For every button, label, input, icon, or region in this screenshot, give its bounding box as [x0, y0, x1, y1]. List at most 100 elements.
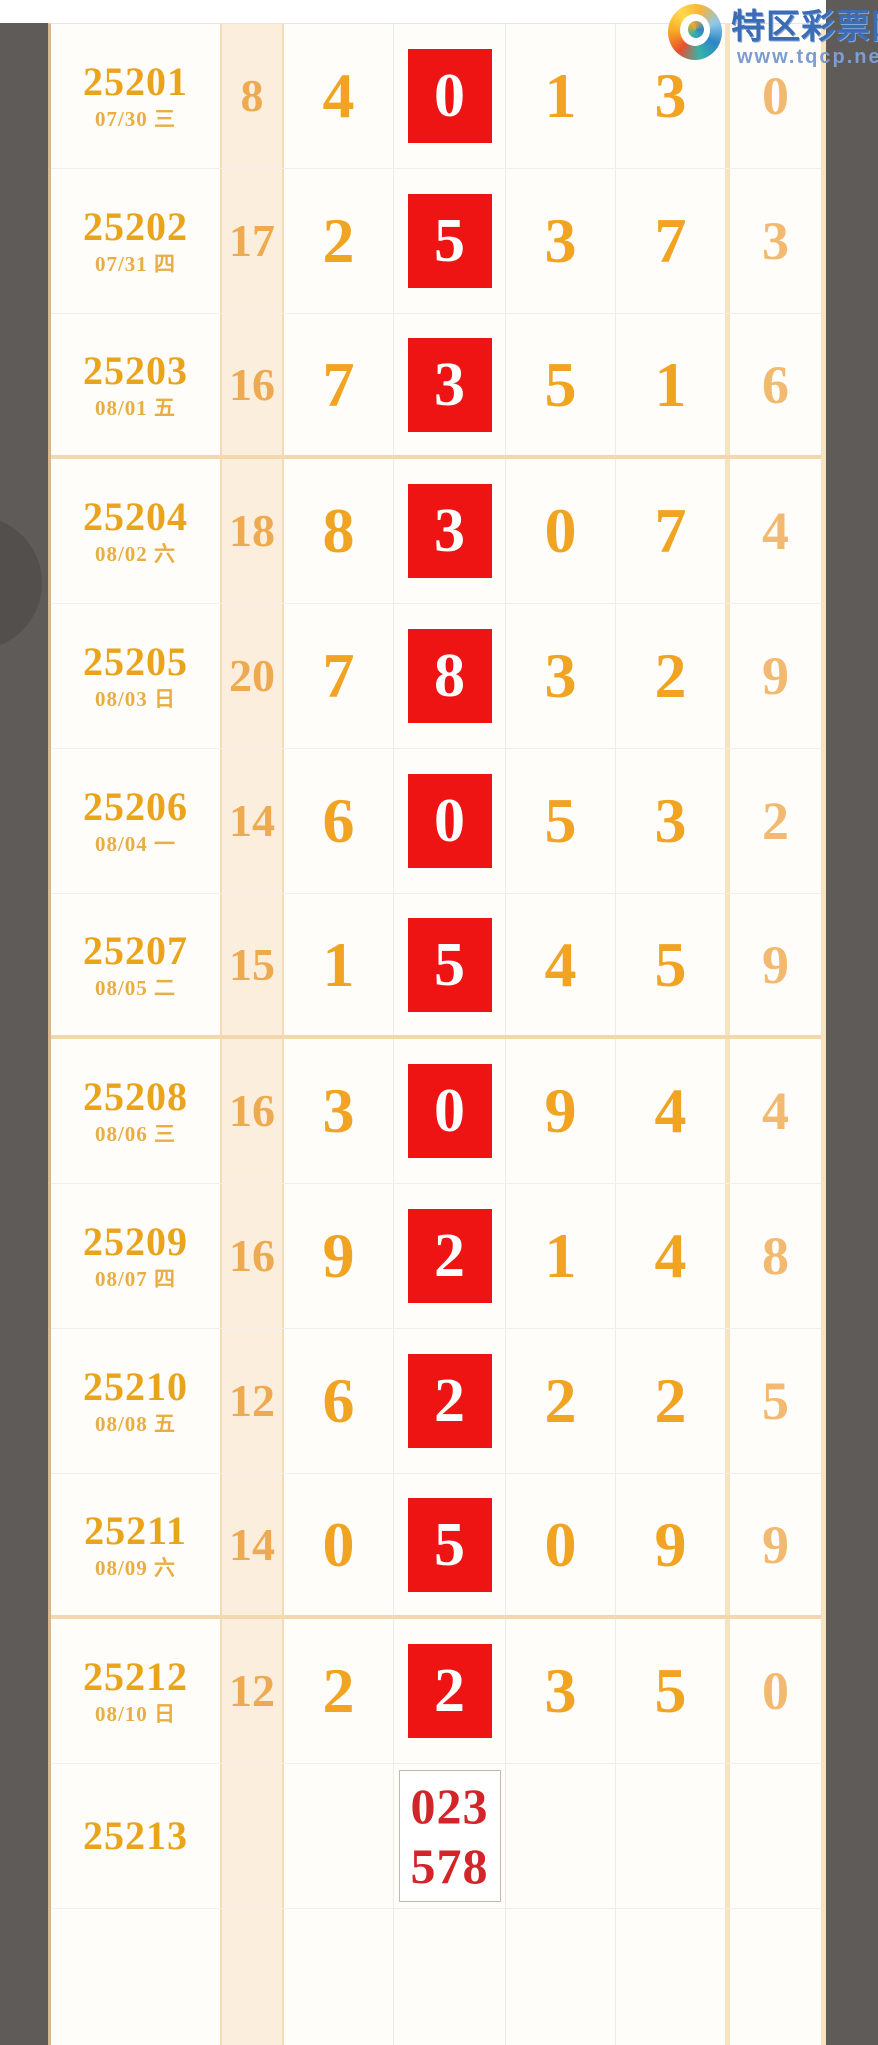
red-digit-cell: 0 [394, 1039, 505, 1183]
extra-value: 4 [762, 1081, 789, 1141]
digit-value: 5 [654, 1655, 687, 1726]
highlighted-digit: 0 [407, 49, 492, 143]
red-digit-cell: 2 [394, 1619, 505, 1763]
draw-number: 25207 [83, 927, 188, 973]
left-notch-circle [0, 516, 42, 650]
sum-cell: 18 [220, 459, 284, 603]
digit-cell: 9 [505, 1039, 616, 1183]
extra-cell: 4 [730, 459, 821, 603]
sum-cell: 12 [220, 1619, 284, 1763]
digit-cell: 2 [284, 169, 394, 313]
draw-number: 25210 [83, 1364, 188, 1409]
digit-cell [616, 1764, 730, 1908]
digit-cell [505, 1764, 616, 1908]
sum-value: 14 [229, 795, 275, 846]
sum-value: 12 [229, 1375, 275, 1426]
draw-number: 25201 [83, 59, 188, 104]
digit-value: 2 [544, 1365, 577, 1436]
digit-cell: 0 [505, 459, 616, 603]
digit-cell: 5 [616, 1619, 730, 1763]
site-logo[interactable]: 特区彩票网 www.tqcp.net [668, 4, 878, 67]
digit-value: 9 [322, 1220, 355, 1291]
extra-cell: 4 [730, 1039, 821, 1183]
digit-cell: 0 [505, 1474, 616, 1615]
sum-value: 20 [229, 650, 275, 701]
results-table: 25201 07/30 三 8 4 0 1 3 0 25202 07/31 四 17 2 5 3 7 3 252… [48, 23, 826, 2045]
extra-value: 4 [762, 501, 789, 561]
sum-cell: 16 [220, 1039, 284, 1183]
digit-cell: 4 [616, 1184, 730, 1328]
tips-cell: 023 578 [394, 1764, 505, 1908]
digit-value: 9 [544, 1075, 577, 1146]
digit-value: 7 [322, 640, 355, 711]
period-cell: 25208 08/06 三 [51, 1039, 220, 1183]
sum-cell: 20 [220, 604, 284, 748]
extra-cell: 0 [730, 24, 821, 168]
draw-date: 08/05 二 [94, 975, 177, 1000]
period-cell: 25211 08/09 六 [51, 1474, 220, 1615]
draw-date: 08/10 日 [94, 1702, 177, 1726]
digit-cell: 3 [616, 749, 730, 893]
period-cell: 25203 08/01 五 [51, 314, 220, 455]
red-digit-cell: 0 [394, 24, 505, 168]
highlighted-digit: 0 [407, 774, 492, 868]
highlighted-digit: 5 [407, 917, 492, 1012]
digit-value: 5 [654, 928, 687, 1000]
extra-cell: 9 [730, 1474, 821, 1615]
extra-cell [730, 1909, 821, 2045]
draw-date: 08/04 一 [94, 832, 177, 856]
sum-cell: 14 [220, 1474, 284, 1615]
red-digit-cell: 5 [394, 894, 505, 1035]
extra-cell: 6 [730, 314, 821, 455]
digit-cell: 2 [616, 1329, 730, 1473]
highlighted-digit: 2 [407, 1644, 492, 1738]
sum-cell: 8 [220, 24, 284, 168]
result-row-25206: 25206 08/04 一 14 6 0 5 3 2 [51, 749, 821, 894]
digit-cell: 6 [284, 749, 394, 893]
digit-cell [284, 1909, 394, 2045]
period-cell: 25201 07/30 三 [51, 24, 220, 168]
digit-cell: 5 [505, 314, 616, 455]
highlighted-digit: 5 [407, 1497, 492, 1592]
sum-value: 18 [229, 505, 275, 556]
digit-cell: 7 [284, 604, 394, 748]
digit-value: 5 [544, 348, 577, 420]
digit-value: 2 [322, 205, 355, 276]
extra-value: 9 [762, 646, 789, 706]
digit-value: 8 [322, 495, 355, 566]
period-cell: 25213 [51, 1764, 220, 1908]
result-row-25210: 25210 08/08 五 12 6 2 2 2 5 [51, 1329, 821, 1474]
red-digit-cell: 3 [394, 314, 505, 455]
sum-value: 17 [229, 215, 275, 266]
digit-cell: 2 [505, 1329, 616, 1473]
digit-value: 2 [322, 1655, 355, 1726]
digit-cell: 7 [284, 314, 394, 455]
digit-cell [616, 1909, 730, 2045]
sum-value: 16 [229, 1230, 275, 1281]
digit-value: 6 [322, 1365, 355, 1436]
period-cell: 25209 08/07 四 [51, 1184, 220, 1328]
highlighted-digit: 3 [407, 484, 492, 578]
sum-cell [220, 1909, 284, 2045]
extra-value: 0 [762, 1661, 789, 1721]
digit-value: 0 [322, 1508, 355, 1580]
highlighted-digit: 8 [407, 629, 492, 723]
draw-number: 25203 [83, 347, 188, 393]
logo-text: 特区彩票网 www.tqcp.net [731, 10, 878, 67]
result-row-25202: 25202 07/31 四 17 2 5 3 7 3 [51, 169, 821, 314]
extra-cell [730, 1764, 821, 1908]
extra-cell: 2 [730, 749, 821, 893]
digit-cell: 7 [616, 169, 730, 313]
digit-value: 3 [544, 1655, 577, 1726]
digit-value: 4 [544, 928, 577, 1000]
extra-value: 3 [762, 211, 789, 271]
digit-cell: 3 [284, 1039, 394, 1183]
draw-date: 08/03 日 [94, 687, 177, 711]
digit-cell: 3 [616, 24, 730, 168]
recommend-numbers-box: 023 578 [398, 1770, 501, 1902]
highlighted-digit: 0 [407, 1064, 492, 1158]
extra-value: 6 [762, 354, 789, 415]
digit-cell: 1 [505, 1184, 616, 1328]
right-gutter [826, 0, 878, 2045]
